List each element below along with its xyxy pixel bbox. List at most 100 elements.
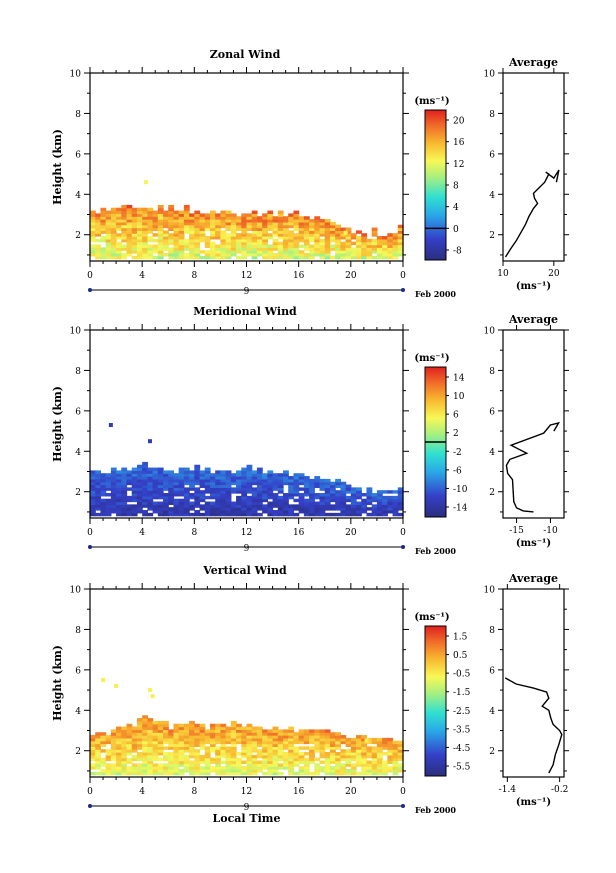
heatmap-cell	[303, 512, 310, 517]
heatmap-cell	[178, 512, 185, 517]
heatmap-cell	[319, 253, 326, 257]
heatmap-cell	[163, 224, 169, 229]
heatmap-cell	[246, 763, 253, 767]
heatmap-cell	[189, 473, 195, 477]
heatmap-cell	[335, 746, 341, 750]
heatmap-cell	[199, 238, 206, 243]
heatmap-cell	[136, 478, 143, 483]
heatmap-cell	[361, 501, 368, 505]
heatmap-cell	[105, 221, 112, 226]
colorbar-ramp	[424, 109, 447, 261]
heatmap-cell	[189, 771, 195, 776]
heatmap-cell	[288, 735, 295, 739]
heatmap-cell	[340, 484, 347, 488]
heatmap-cell	[387, 757, 394, 762]
heatmap-cell	[382, 253, 388, 257]
heatmap-cell	[95, 771, 102, 776]
heatmap-cell	[215, 481, 222, 486]
heatmap-cell	[272, 484, 279, 488]
heatmap-cell	[116, 219, 122, 223]
heatmap-cell	[371, 752, 378, 756]
heatmap-cell	[147, 737, 154, 742]
colorbar-tick-label: -6	[453, 466, 462, 476]
heatmap-cell	[178, 760, 185, 764]
heatmap-cell	[204, 250, 211, 254]
heatmap-cell	[371, 230, 378, 234]
heatmap-cell	[163, 219, 169, 223]
heatmap-cell	[105, 250, 112, 254]
heatmap-cell	[256, 484, 263, 488]
heatmap-cell	[350, 495, 357, 500]
heatmap-cell	[209, 487, 216, 491]
heatmap-cell	[350, 498, 357, 503]
heatmap-cell	[168, 498, 175, 503]
heatmap-cell	[225, 216, 232, 220]
heatmap-cell	[376, 749, 383, 753]
heatmap-cell	[251, 763, 258, 767]
heatmap-cell	[241, 213, 248, 217]
heatmap-cell	[116, 473, 122, 477]
heatmap-cell	[246, 224, 253, 229]
heatmap-cell	[340, 771, 347, 776]
heatmap-cell	[272, 255, 279, 260]
heatmap-cell	[183, 247, 190, 251]
heatmap-cell	[194, 510, 201, 514]
heatmap-cell	[136, 221, 143, 226]
heatmap-cell	[163, 737, 169, 742]
heatmap-cell	[303, 766, 310, 770]
heatmap-cell	[303, 230, 310, 234]
heatmap-cell	[397, 253, 404, 257]
heatmap-cell	[215, 512, 222, 517]
heatmap-cell	[335, 766, 341, 770]
colorbar-ticks: 1.50.5-0.5-1.5-2.5-3.5-4.5-5.5	[446, 633, 471, 773]
heatmap-cell	[131, 221, 138, 226]
heatmap-cell	[356, 244, 362, 248]
heatmap-cell	[121, 510, 128, 514]
heatmap-cell	[256, 754, 263, 759]
heatmap-cell	[100, 760, 107, 764]
heatmap-cell	[183, 241, 190, 246]
heatmap-cell	[288, 481, 295, 486]
heatmap-cell	[256, 735, 263, 739]
heatmap-cell	[345, 233, 352, 237]
heatmap-cell	[95, 493, 102, 497]
heatmap-cell	[204, 763, 211, 767]
heatmap-cell	[152, 233, 159, 237]
heatmap-cell	[168, 224, 175, 229]
heatmap-cell	[178, 244, 185, 248]
heatmap-cell	[126, 227, 133, 231]
heatmap-cell	[178, 473, 185, 477]
heatmap-cell	[163, 236, 169, 240]
heatmap-cell	[142, 757, 148, 762]
heatmap-cell	[121, 470, 128, 474]
heatmap-cell	[392, 504, 399, 508]
heatmap-cell	[183, 501, 190, 505]
heatmap-cell	[100, 484, 107, 488]
heatmap-cell	[288, 255, 295, 260]
heatmap-cell	[136, 250, 143, 254]
heatmap-cell	[194, 723, 201, 728]
heatmap-cell	[152, 250, 159, 254]
heatmap-cell	[116, 233, 122, 237]
heatmap-cell	[267, 749, 274, 753]
heatmap-cell	[324, 766, 331, 770]
heatmap-cell	[293, 754, 300, 759]
heatmap-cell	[241, 238, 248, 243]
heatmap-cell	[147, 490, 154, 494]
heatmap-cell	[230, 766, 237, 770]
heatmap-cell	[298, 501, 305, 505]
heatmap-cell	[121, 238, 128, 243]
heatmap-cell	[272, 732, 279, 736]
heatmap-cell	[256, 498, 263, 503]
heatmap-cell	[262, 487, 268, 491]
heatmap-cell	[220, 504, 227, 508]
heatmap-cell	[230, 512, 237, 517]
heatmap-cell	[178, 236, 185, 240]
heatmap-cell	[236, 504, 242, 508]
heatmap-cell	[105, 213, 112, 217]
heatmap-cell	[209, 749, 216, 753]
heatmap-cell	[230, 216, 237, 220]
heatmap-cell	[272, 241, 279, 246]
heatmap-cell	[194, 771, 201, 776]
heatmap-cell	[382, 737, 388, 742]
